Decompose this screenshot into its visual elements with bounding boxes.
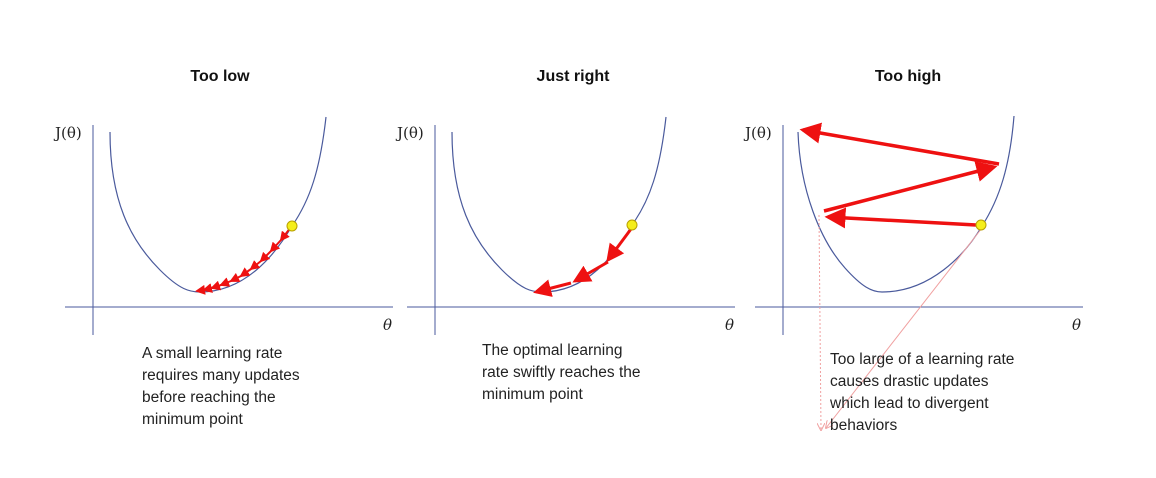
update-arrow [195, 284, 206, 295]
cost-curve [451, 116, 667, 293]
optimal-update-arrows [533, 228, 633, 297]
caption-line: causes drastic updates [830, 373, 989, 390]
update-arrow [229, 272, 242, 282]
start-point [975, 219, 987, 231]
y-axis-label: J(θ) [53, 124, 82, 142]
update-arrow [533, 279, 572, 297]
panel-too-low: J(θ) θ [53, 116, 393, 335]
caption-too-low: A small learning rate requires many upda… [142, 343, 300, 431]
caption-too-high: Too large of a learning rate causes dras… [830, 349, 1014, 437]
caption-line: A small learning rate [142, 345, 283, 362]
update-arrow [249, 260, 262, 271]
update-arrow [269, 239, 282, 253]
update-arrow [572, 260, 609, 283]
caption-line: minimum point [482, 386, 583, 403]
start-point [626, 219, 638, 231]
caption-line: behaviors [830, 417, 898, 434]
update-arrow [799, 122, 1000, 166]
panel-just-right: J(θ) θ [395, 116, 735, 335]
caption-line: The optimal learning [482, 342, 623, 359]
caption-line: before reaching the [142, 389, 276, 406]
cost-curve [109, 116, 327, 293]
update-arrow [824, 207, 977, 229]
panel-title-too-low: Too low [190, 68, 250, 85]
panel-too-high: J(θ) θ [743, 115, 1083, 430]
divergent-guides [819, 214, 983, 430]
small-update-arrows [195, 226, 292, 295]
update-arrow [219, 277, 232, 287]
update-arrow [606, 228, 633, 263]
caption-line: Too large of a learning rate [830, 351, 1015, 368]
update-arrow [239, 267, 252, 278]
cost-curve [797, 115, 1015, 293]
y-axis-label: J(θ) [395, 124, 424, 142]
divergent-update-arrows [799, 122, 1000, 229]
panel-title-just-right: Just right [536, 68, 610, 85]
x-axis-label: θ [725, 316, 734, 334]
caption-line: which lead to divergent [830, 395, 989, 412]
caption-line: minimum point [142, 411, 243, 428]
update-arrow [210, 280, 222, 291]
guide-line [819, 214, 821, 430]
x-axis-label: θ [1072, 316, 1081, 334]
caption-just-right: The optimal learning rate swiftly reache… [482, 340, 641, 406]
caption-line: requires many updates [142, 367, 300, 384]
caption-line: rate swiftly reaches the [482, 364, 641, 381]
y-axis-label: J(θ) [743, 124, 772, 142]
x-axis-label: θ [383, 316, 392, 334]
update-arrow [823, 161, 998, 213]
start-point [286, 220, 298, 232]
guide-line [826, 227, 983, 428]
panel-title-too-high: Too high [874, 68, 942, 85]
update-arrow [202, 283, 213, 293]
update-arrow [259, 250, 272, 263]
